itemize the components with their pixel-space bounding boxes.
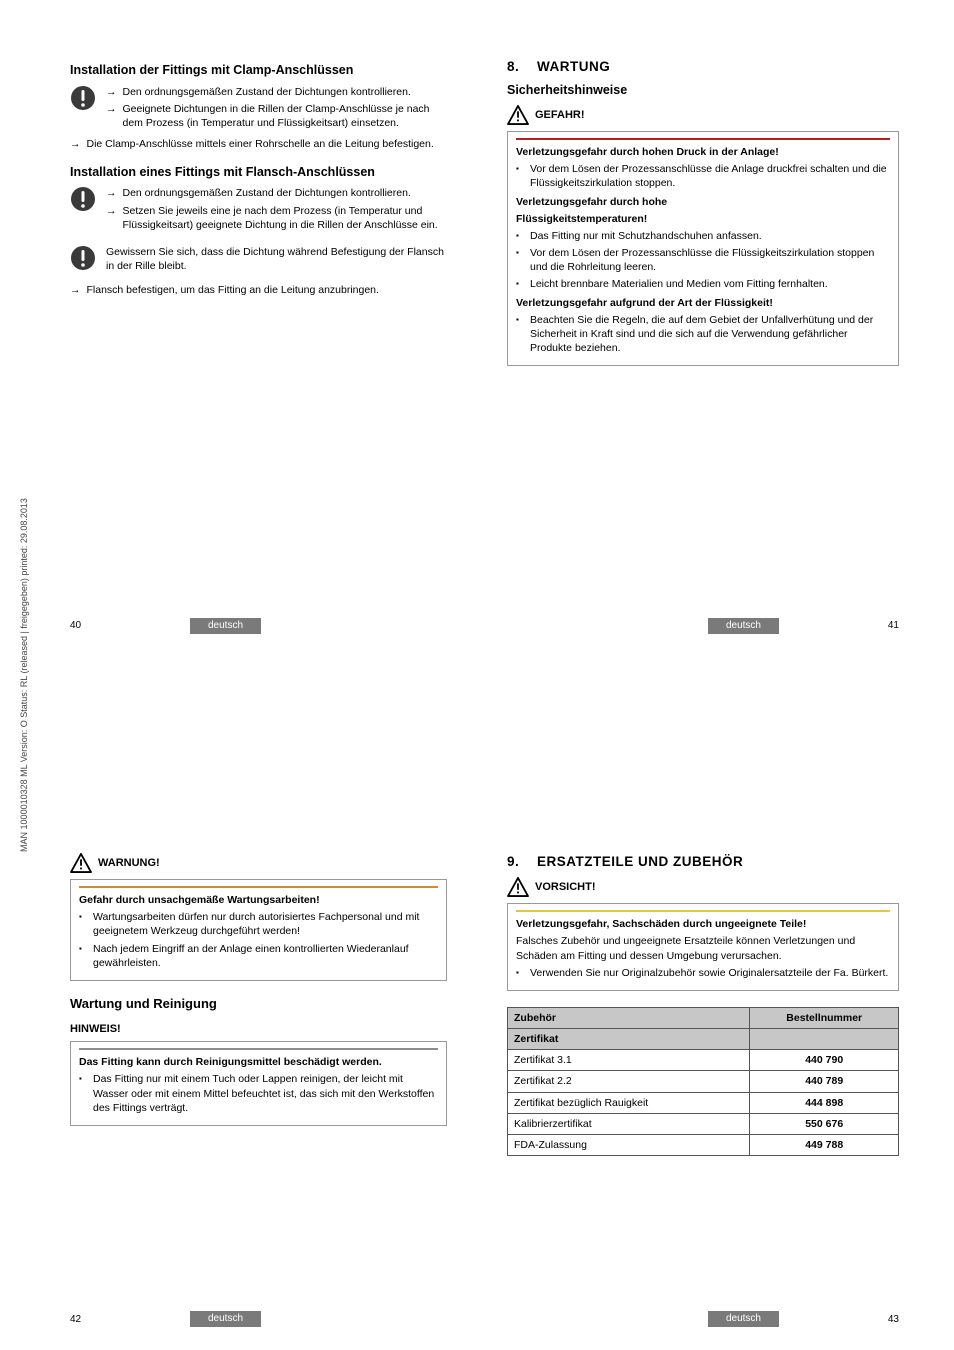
flansch-note: Gewissern Sie sich, dass die Dichtung wä… xyxy=(70,245,447,275)
warning-triangle-icon xyxy=(507,105,529,125)
parts-table: Zubehör Bestellnummer Zertifikat Zertifi… xyxy=(507,1007,899,1156)
part-number: 440 789 xyxy=(750,1071,899,1092)
page-number: 41 xyxy=(888,619,899,633)
clamp-step-2: Geeignete Dichtungen in die Rillen der C… xyxy=(123,102,448,130)
page-40: Installation der Fittings mit Clamp-Ansc… xyxy=(0,0,477,675)
table-row: Zertifikat 2.2440 789 xyxy=(508,1071,899,1092)
table-header: Zubehör Bestellnummer xyxy=(508,1007,899,1028)
safety-title: Sicherheitshinweise xyxy=(507,82,899,99)
clamp-step-1: Den ordnungsgemäßen Zustand der Dich­tun… xyxy=(123,85,448,99)
page-footer-41: deutsch 41 xyxy=(507,619,899,633)
arrow-icon: → xyxy=(106,85,117,99)
clamp-title: Installation der Fittings mit Clamp-Ansc… xyxy=(70,62,447,79)
warning-item-2: Nach jedem Eingriff an der Anlage einen … xyxy=(93,942,438,970)
table-row: FDA-Zulassung449 788 xyxy=(508,1134,899,1155)
rule-orange xyxy=(79,886,438,888)
arrow-icon: → xyxy=(70,283,81,297)
danger-2-item-2: Vor dem Lösen der Prozessanschlüsse die … xyxy=(530,246,890,274)
flansch-step-2: Setzen Sie jeweils eine je nach dem Proz… xyxy=(123,204,448,232)
page-41: 8.WARTUNG Sicherheitshinweise GEFAHR! Ve… xyxy=(477,0,954,675)
lang-label: deutsch xyxy=(708,618,779,634)
clamp-block: → Den ordnungsgemäßen Zustand der Dich­tu… xyxy=(70,85,447,134)
maintenance-title: Wartung und Reinigung xyxy=(70,995,447,1013)
table-subhead: Zertifikat xyxy=(508,1029,899,1050)
part-number: 449 788 xyxy=(750,1134,899,1155)
danger-2-item-1: Das Fitting nur mit Schutzhandschuhen an… xyxy=(530,229,762,243)
danger-3-item-1: Beachten Sie die Regeln, die auf dem Geb… xyxy=(530,313,890,356)
part-name: Zertifikat bezüglich Rauigkeit xyxy=(508,1092,750,1113)
caution-text: Falsches Zubehör und ungeeignete Ersatzt… xyxy=(516,934,890,962)
caution-sub: Verletzungsgefahr, Sachschäden durch ung… xyxy=(516,917,890,931)
warning-label: WARNUNG! xyxy=(98,856,160,871)
page-grid: Installation der Fittings mit Clamp-Ansc… xyxy=(0,0,954,1350)
danger-sub-2a: Verletzungsgefahr durch hohe xyxy=(516,195,890,209)
danger-1-item-1: Vor dem Lösen der Prozessanschlüsse die … xyxy=(530,162,890,190)
lang-label: deutsch xyxy=(708,1311,779,1327)
page-number: 43 xyxy=(888,1312,899,1328)
page-number: 40 xyxy=(70,619,81,633)
arrow-icon: → xyxy=(70,137,81,151)
page-footer-43: deutsch 43 xyxy=(507,1312,899,1326)
danger-2-item-3: Leicht brennbare Materialien und Medien … xyxy=(530,277,828,291)
part-name: Zertifikat 3.1 xyxy=(508,1050,750,1071)
table-row: Zertifikat 3.1440 790 xyxy=(508,1050,899,1071)
flansch-title: Installation eines Fittings mit Flansch-… xyxy=(70,164,447,181)
caution-header: VORSICHT! xyxy=(507,877,899,897)
danger-sub-3: Verletzungsgefahr aufgrund der Art der F… xyxy=(516,296,890,310)
warning-sub: Gefahr durch unsachgemäße Wartungsarbeit… xyxy=(79,893,438,907)
clamp-step-3: Die Clamp-Anschlüsse mittels einer Rohrs… xyxy=(87,137,448,151)
caution-box: Verletzungsgefahr, Sachschäden durch ung… xyxy=(507,903,899,991)
rule-yellow xyxy=(516,910,890,912)
page-43: 9.ERSATZTEILE UND ZUBEHÖR VORSICHT! Verl… xyxy=(477,675,954,1350)
warning-triangle-icon xyxy=(70,853,92,873)
warning-box: Gefahr durch unsachgemäße Wartungsarbeit… xyxy=(70,879,447,981)
warning-item-1: Wartungsarbeiten dürfen nur durch autori… xyxy=(93,910,438,938)
part-number: 440 790 xyxy=(750,1050,899,1071)
table-row: Kalibrierzertifikat550 676 xyxy=(508,1113,899,1134)
flansch-note-text: Gewissern Sie sich, dass die Dichtung wä… xyxy=(106,245,447,275)
warning-header: WARNUNG! xyxy=(70,853,447,873)
arrow-icon: → xyxy=(106,186,117,200)
arrow-icon: → xyxy=(106,204,117,232)
table-row: Zertifikat bezüglich Rauigkeit444 898 xyxy=(508,1092,899,1113)
part-name: FDA-Zulassung xyxy=(508,1134,750,1155)
subhead-zertifikat: Zertifikat xyxy=(508,1029,750,1050)
caution-item-1: Verwenden Sie nur Originalzubehör sowie … xyxy=(530,966,888,980)
rule-gray xyxy=(79,1048,438,1050)
col-zubehoer: Zubehör xyxy=(508,1007,750,1028)
chapter-9: 9.ERSATZTEILE UND ZUBEHÖR xyxy=(507,853,899,871)
flansch-step-1: Den ordnungsgemäßen Zustand der Dich­tun… xyxy=(123,186,448,200)
lang-label: deutsch xyxy=(190,1311,261,1327)
danger-box: Verletzungsgefahr durch hohen Druck in d… xyxy=(507,131,899,366)
danger-sub-2b: Flüssigkeitstemperaturen! xyxy=(516,212,890,226)
page-footer-40: 40 deutsch xyxy=(70,619,447,633)
part-number: 444 898 xyxy=(750,1092,899,1113)
part-name: Zertifikat 2.2 xyxy=(508,1071,750,1092)
page-footer-42: 42 deutsch xyxy=(70,1312,447,1326)
info-icon xyxy=(70,186,98,235)
danger-label: GEFAHR! xyxy=(535,108,585,123)
hinweis-item-1: Das Fitting nur mit einem Tuch oder Lapp… xyxy=(93,1072,438,1115)
hinweis-box: Das Fitting kann durch Reinigungsmittel … xyxy=(70,1041,447,1126)
caution-label: VORSICHT! xyxy=(535,880,596,895)
part-number: 550 676 xyxy=(750,1113,899,1134)
info-icon xyxy=(70,85,98,134)
chapter-8: 8.WARTUNG xyxy=(507,58,899,76)
rule-red xyxy=(516,138,890,140)
page-42: WARNUNG! Gefahr durch unsachgemäße Wartu… xyxy=(0,675,477,1350)
info-icon xyxy=(70,245,98,275)
danger-header: GEFAHR! xyxy=(507,105,899,125)
lang-label: deutsch xyxy=(190,618,261,634)
flansch-block: → Den ordnungsgemäßen Zustand der Dich­tu… xyxy=(70,186,447,235)
subhead-empty xyxy=(750,1029,899,1050)
hinweis-label: HINWEIS! xyxy=(70,1022,447,1037)
col-bestellnummer: Bestellnummer xyxy=(750,1007,899,1028)
page-number: 42 xyxy=(70,1312,81,1328)
danger-sub-1: Verletzungsgefahr durch hohen Druck in d… xyxy=(516,145,890,159)
hinweis-sub: Das Fitting kann durch Reinigungsmittel … xyxy=(79,1055,438,1069)
arrow-icon: → xyxy=(106,102,117,130)
flansch-step-3: Flansch befestigen, um das Fitting an di… xyxy=(87,283,448,297)
warning-triangle-icon xyxy=(507,877,529,897)
part-name: Kalibrierzertifikat xyxy=(508,1113,750,1134)
